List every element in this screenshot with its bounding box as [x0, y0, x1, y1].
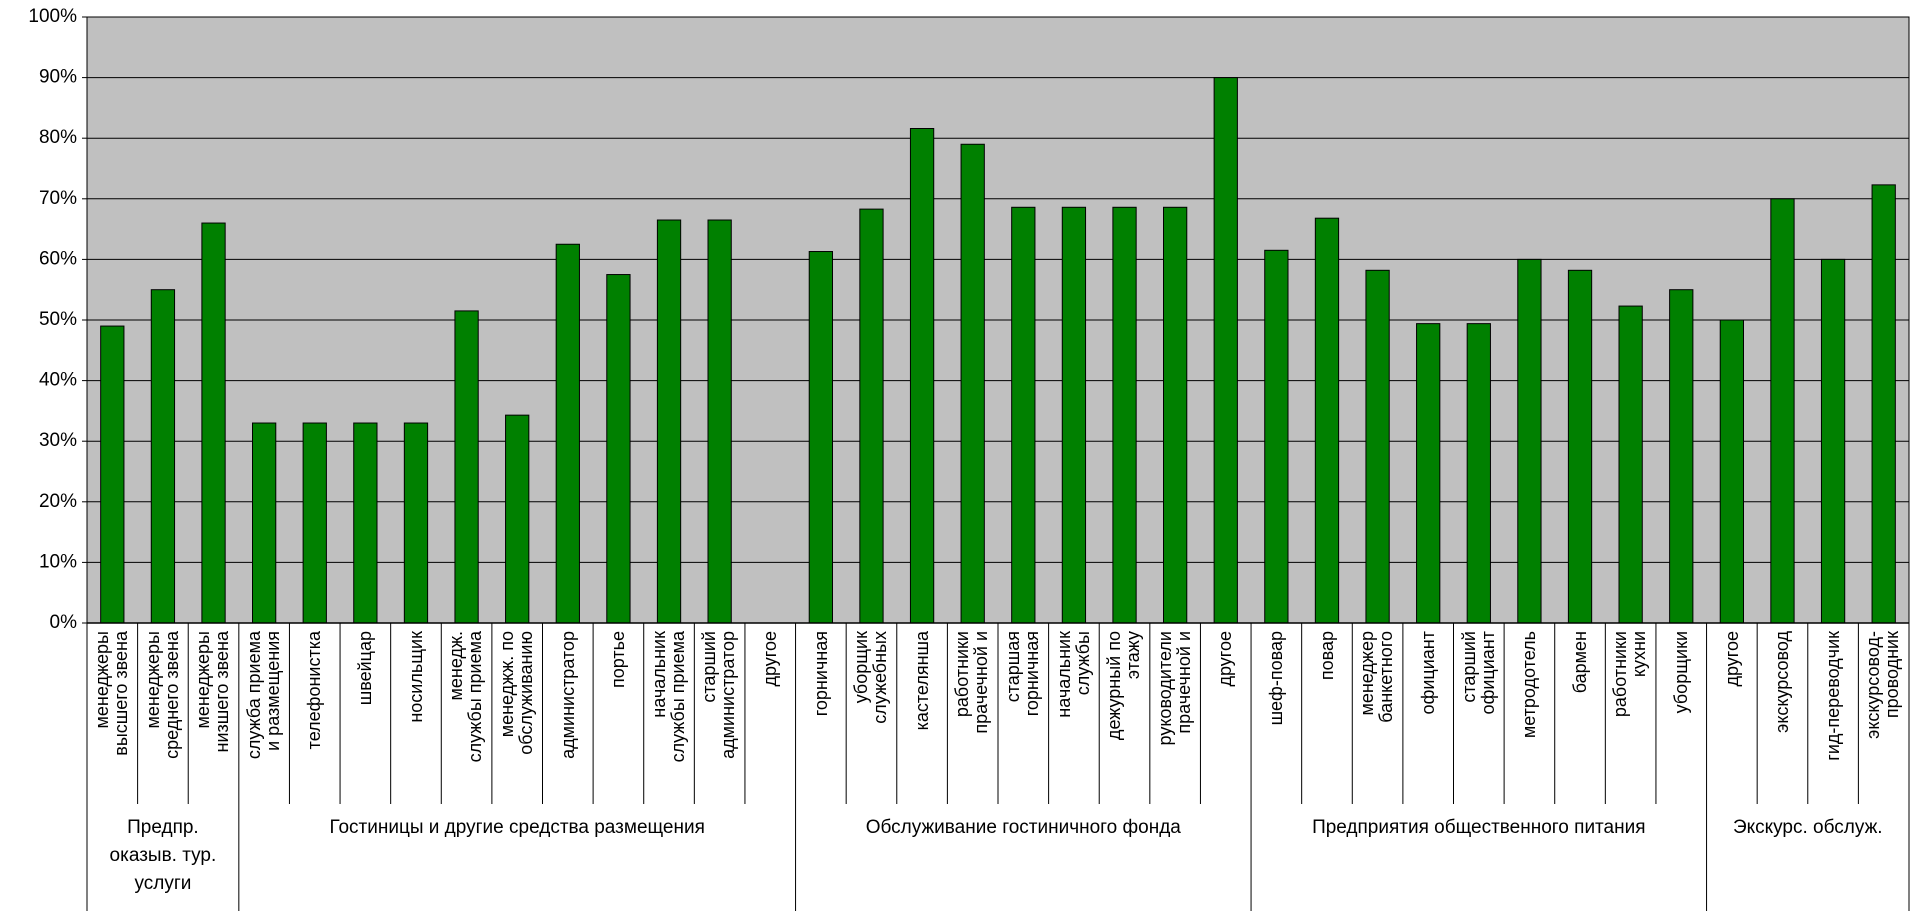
x-tick-label: старший официант	[1458, 631, 1498, 715]
bar	[1416, 323, 1441, 624]
x-tick-label: уборщик служебных	[851, 631, 891, 724]
bar	[1517, 258, 1542, 624]
group-label: Предприятия общественного питания	[1312, 817, 1646, 838]
x-tick-label: менедж. службы приема	[446, 631, 486, 763]
x-tick-label: начальник службы приема	[649, 631, 689, 763]
bar	[606, 274, 631, 624]
x-tick-label: телефонистка	[304, 631, 325, 750]
x-tick-label: менеджеры высшего звена	[92, 631, 132, 756]
x-tick-label: начальник службы	[1053, 631, 1093, 718]
bar	[1314, 217, 1340, 624]
bar	[859, 208, 884, 624]
x-tick-label: руководители прачечной и	[1155, 631, 1195, 746]
bar	[1719, 319, 1745, 624]
y-tick-label: 50%	[39, 309, 77, 330]
x-tick-label: другое	[1215, 631, 1236, 687]
bar	[1567, 269, 1593, 624]
bar	[201, 222, 226, 624]
x-tick-label: работники кухни	[1610, 631, 1650, 718]
x-tick-label: бармен	[1569, 631, 1590, 694]
x-tick-label: работники прачечной и	[952, 631, 992, 734]
x-tick-label: старший администратор	[699, 631, 739, 759]
bar	[960, 143, 985, 624]
x-tick-label: шеф-повар	[1265, 631, 1286, 726]
bar	[1466, 323, 1491, 624]
bar	[1365, 269, 1390, 624]
y-tick-label: 70%	[39, 188, 77, 209]
bar	[302, 422, 327, 624]
y-tick-label: 80%	[39, 127, 77, 148]
bar	[251, 422, 277, 624]
y-tick-label: 0%	[50, 612, 78, 633]
y-tick-label: 90%	[39, 67, 77, 88]
bar	[1871, 184, 1896, 624]
x-tick-label: портье	[607, 631, 628, 689]
x-tick-label: экскурсовод- проводник	[1863, 631, 1903, 739]
bar	[656, 219, 682, 624]
x-tick-label: служба приема и размещения	[244, 631, 284, 760]
y-tick-label: 10%	[39, 551, 77, 572]
bar	[505, 414, 530, 624]
bar	[1162, 206, 1188, 624]
bar	[707, 219, 732, 624]
x-tick-label: носильщик	[405, 631, 426, 723]
x-tick-label: другое	[759, 631, 780, 687]
y-tick-label: 30%	[39, 430, 77, 451]
bar	[150, 289, 176, 624]
y-tick-label: 40%	[39, 370, 77, 391]
bar	[1011, 206, 1036, 624]
bar	[1618, 305, 1643, 624]
x-tick-label: кастелянша	[911, 631, 932, 731]
y-tick-label: 20%	[39, 491, 77, 512]
y-tick-label: 100%	[28, 6, 77, 27]
group-label: Обслуживание гостиничного фонда	[865, 817, 1181, 838]
x-tick-label: менеджеры среднего звена	[142, 631, 182, 759]
bar	[1669, 289, 1694, 624]
bar	[1112, 206, 1137, 624]
y-tick-label: 60%	[39, 248, 77, 269]
x-tick-label: менеджеры низшего звена	[193, 631, 233, 753]
x-tick-label: другое	[1721, 631, 1742, 687]
x-tick-label: менеджж. по обслуживанию	[497, 631, 537, 755]
bar	[1770, 198, 1795, 624]
x-tick-label: менеджер банкетного	[1357, 631, 1397, 723]
x-tick-label: горничная	[810, 631, 831, 717]
x-tick-label: экскурсовод	[1771, 631, 1792, 733]
bar	[454, 310, 479, 624]
bar	[808, 251, 834, 624]
x-tick-label: метродотель	[1518, 631, 1539, 739]
group-label: Предпр. оказыв. тур. услуги	[109, 817, 217, 894]
x-tick-label: швейцар	[354, 631, 375, 706]
group-label: Экскурс. обслуж.	[1732, 817, 1883, 838]
bar	[403, 422, 429, 624]
bar	[1061, 206, 1087, 624]
x-tick-label: администратор	[557, 631, 578, 759]
bar	[555, 243, 580, 624]
x-tick-label: официант	[1417, 631, 1438, 715]
x-tick-label: дежурный по этажу	[1104, 631, 1144, 741]
group-label: Гостиницы и другие средства размещения	[329, 817, 705, 838]
x-tick-label: гид-переводчик	[1822, 631, 1843, 761]
bar	[353, 422, 378, 624]
x-tick-label: уборщики	[1670, 631, 1691, 714]
x-tick-label: повар	[1316, 631, 1337, 681]
bar	[1264, 249, 1289, 624]
bar	[909, 128, 935, 624]
bar	[1820, 258, 1846, 624]
x-tick-label: старшая горничная	[1003, 631, 1043, 717]
bar	[1213, 77, 1238, 624]
bar	[100, 325, 125, 624]
